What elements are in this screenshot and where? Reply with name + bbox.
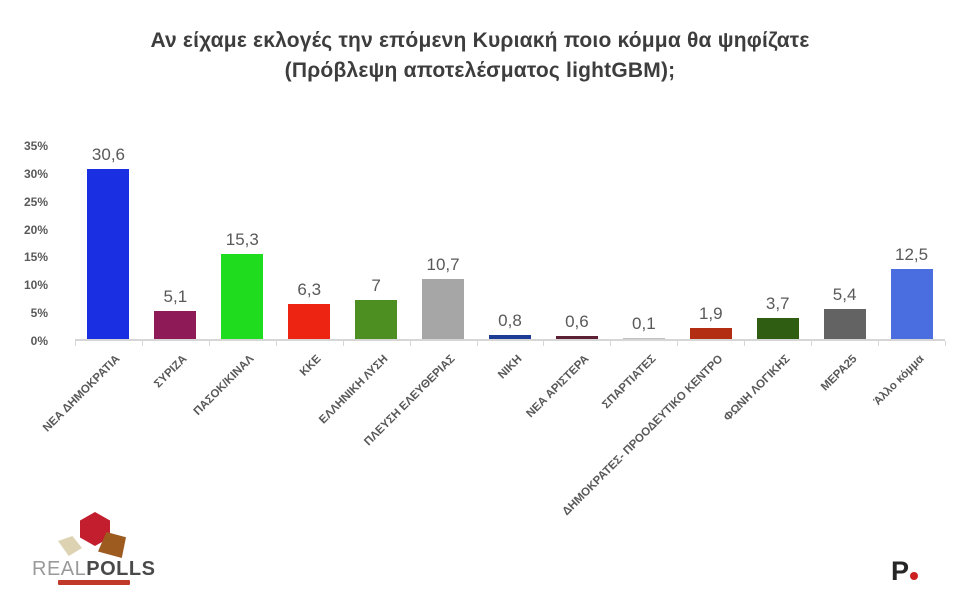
bar-chart-plot-area: 0% 5% 10% 15% 20% 25% 30% 35% 30,6 ΝΕΑ ΔΗΜΟΚΡΑΤΙΑ… (24, 139, 946, 518)
x-axis-tick-mark (677, 341, 679, 346)
bar (555, 336, 598, 339)
realpolls-tagline-strip (58, 580, 130, 585)
y-axis-tick-label: 35% (23, 139, 48, 153)
bar (422, 279, 465, 339)
realpolls-wordmark-polls: POLLS (86, 558, 156, 580)
bar-value-label: 10,7 (426, 255, 460, 274)
x-axis-tick-mark (476, 341, 478, 346)
bar-value-label: 0,1 (632, 314, 656, 333)
bar-value-label: 1,9 (698, 304, 723, 323)
y-axis-tick-label: 15% (23, 250, 48, 265)
x-axis-tick-mark (945, 341, 946, 346)
bar-value-label: 5,4 (832, 285, 857, 304)
chart-title-line2: (Πρόβλεψη αποτελέσματος lightGBM); (284, 58, 676, 82)
x-axis-tick-mark (811, 341, 813, 346)
x-axis-tick-mark (275, 341, 277, 346)
realpolls-wordmark: REALPOLLS (32, 558, 162, 581)
bar-value-label: 3,7 (765, 294, 790, 313)
x-axis-tick-mark (744, 341, 746, 346)
chart-title-line1: Αν είχαμε εκλογές την επόμενη Κυριακή πο… (150, 29, 810, 52)
bar-value-label: 7 (371, 276, 381, 295)
chart-title: Αν είχαμε εκλογές την επόμενη Κυριακή πο… (0, 26, 960, 86)
realpolls-wordmark-real: REAL (32, 558, 87, 580)
x-axis-tick-mark (208, 341, 210, 346)
p-logo: P (891, 558, 918, 585)
bar-value-label: 0,6 (565, 312, 589, 331)
bar (355, 300, 398, 339)
bar-value-label: 15,3 (225, 230, 259, 249)
x-axis-tick-mark (543, 341, 545, 346)
y-axis-tick-label: 10% (23, 278, 48, 293)
bar (823, 309, 866, 339)
x-axis-tick-mark (878, 341, 880, 346)
p-logo-red-dot-icon (910, 572, 918, 580)
bar-value-label: 5,1 (163, 287, 188, 306)
y-axis-tick-label: 20% (23, 222, 48, 237)
realpolls-cubes-icon (54, 512, 134, 560)
bar-value-label: 6,3 (297, 280, 322, 299)
bar (288, 304, 331, 339)
bar (489, 335, 531, 339)
bar-value-label: 0,8 (498, 311, 522, 330)
cube-beige-icon (58, 536, 82, 556)
p-logo-letter: P (890, 556, 909, 586)
bar-value-label: 12,5 (894, 245, 929, 264)
x-axis-tick-mark (75, 341, 76, 346)
bar (622, 338, 665, 339)
x-axis-tick-mark (610, 341, 612, 346)
bar (890, 269, 933, 339)
bar (154, 311, 197, 339)
x-axis-tick-mark (342, 341, 344, 346)
bar (87, 169, 130, 339)
realpolls-logo: REALPOLLS (32, 512, 162, 590)
bar-value-label: 30,6 (91, 145, 125, 164)
bar (756, 318, 799, 339)
y-axis-tick-label: 30% (23, 166, 48, 181)
x-axis-tick-mark (409, 341, 411, 346)
y-axis-tick-label: 25% (23, 194, 48, 209)
bar (221, 254, 264, 339)
y-axis-tick-label: 5% (30, 306, 48, 321)
y-axis-tick-label: 0% (30, 334, 48, 348)
bar (689, 328, 732, 339)
x-axis-tick-mark (141, 341, 143, 346)
